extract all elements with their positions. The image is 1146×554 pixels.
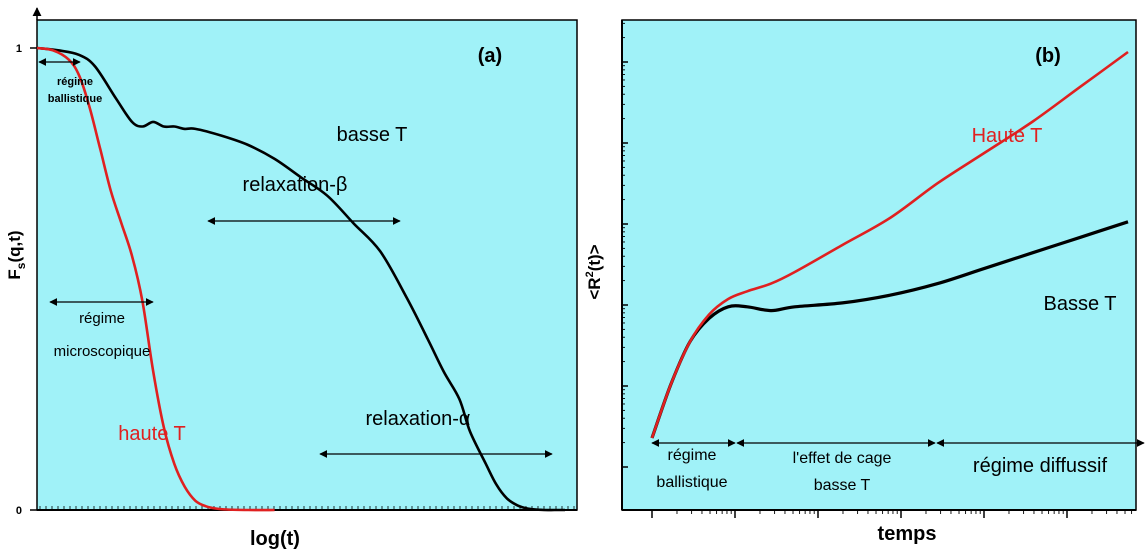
panel-a-ytick-label-1: 1 <box>16 43 22 55</box>
legend-basse-t: Basse T <box>1044 293 1117 315</box>
panel-a-x-axis-label: log(t) <box>250 528 300 550</box>
annotation-microscopic-2: microscopique <box>54 343 151 360</box>
annotation-microscopic-1: régime <box>79 310 125 327</box>
panel-b-ylabel-main: <R <box>585 277 604 299</box>
annotation-b-ballistic-2: ballistique <box>656 474 727 491</box>
panel-a: 1 0 (a) Fs(q,t) log(t) régime ballistiqu… <box>5 7 578 550</box>
panel-b-label: (b) <box>1035 45 1061 67</box>
panel-a-ylabel-tail: (q,t) <box>5 230 24 262</box>
panel-a-background <box>36 19 578 511</box>
series-haute-t-panel-a <box>36 46 275 512</box>
panel-b-ylabel-sup: 2 <box>584 271 596 277</box>
annotation-relaxation-beta: relaxation-β <box>243 174 348 196</box>
panel-a-ylabel-sub: s <box>14 262 28 269</box>
annotation-cage-2: basse T <box>814 477 871 494</box>
panel-a-ylabel-main: F <box>5 269 24 279</box>
panel-a-ytick-label-0: 0 <box>16 505 22 517</box>
panel-b-ylabel-tail: (t)> <box>585 244 604 271</box>
panel-a-x-minor-ticks <box>39 506 575 510</box>
series-haute-t-panel-b <box>650 50 1129 439</box>
legend-haute-t: Haute T <box>972 125 1043 147</box>
series-basse-t-panel-a <box>36 46 565 512</box>
panel-a-label: (a) <box>478 45 502 67</box>
panel-b-y-axis-label: <R2(t)> <box>584 244 604 299</box>
annotation-diffusive: régime diffussif <box>973 455 1108 477</box>
annotation-cage-1: l'effet de cage <box>793 450 892 467</box>
panel-a-y-axis-label: Fs(q,t) <box>5 230 28 279</box>
panel-b-log-ticks <box>622 22 1133 518</box>
annotation-low-t: basse T <box>337 124 408 146</box>
panel-b-x-axis-label: temps <box>878 523 937 545</box>
annotation-high-t: haute T <box>118 423 185 445</box>
annotation-ballistic-2: ballistique <box>48 93 102 105</box>
panel-b: (b) <R2(t)> temps régime ballistique l'e… <box>584 19 1145 545</box>
annotation-b-ballistic-1: régime <box>668 447 717 464</box>
panel-b-background <box>621 19 1137 511</box>
annotation-ballistic-1: régime <box>57 76 93 88</box>
annotation-relaxation-alpha: relaxation-α <box>366 408 471 430</box>
